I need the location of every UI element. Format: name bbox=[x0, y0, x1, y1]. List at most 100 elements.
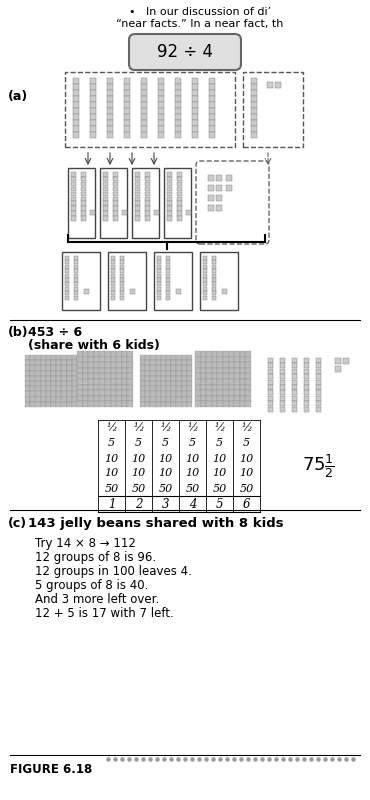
Bar bbox=[124, 114, 130, 119]
Bar bbox=[268, 385, 273, 390]
Bar bbox=[25, 381, 30, 386]
Bar bbox=[46, 391, 51, 397]
Bar bbox=[46, 402, 51, 407]
Bar bbox=[30, 360, 36, 366]
Bar bbox=[209, 90, 215, 95]
Text: 2: 2 bbox=[135, 498, 142, 510]
Bar bbox=[120, 291, 124, 295]
Bar bbox=[201, 402, 206, 407]
Bar bbox=[154, 210, 159, 215]
Bar bbox=[240, 351, 245, 357]
Bar bbox=[212, 362, 218, 368]
Bar bbox=[245, 357, 251, 362]
Text: ½: ½ bbox=[106, 423, 117, 433]
Bar bbox=[166, 296, 170, 300]
Bar bbox=[127, 362, 133, 368]
Bar bbox=[61, 381, 67, 386]
Bar bbox=[234, 374, 240, 379]
Text: 10: 10 bbox=[185, 469, 200, 478]
Bar bbox=[166, 282, 170, 286]
Bar bbox=[158, 114, 164, 119]
Text: 50: 50 bbox=[239, 483, 253, 494]
Bar bbox=[145, 381, 150, 386]
Bar bbox=[166, 397, 171, 402]
Bar bbox=[212, 368, 218, 374]
Bar bbox=[107, 84, 112, 90]
Bar bbox=[268, 390, 273, 395]
Bar bbox=[61, 355, 67, 360]
Bar bbox=[192, 114, 198, 119]
Bar bbox=[166, 376, 171, 381]
Bar bbox=[171, 366, 176, 370]
Bar bbox=[206, 402, 212, 407]
Bar bbox=[145, 211, 149, 216]
Bar bbox=[105, 390, 111, 396]
Bar bbox=[212, 396, 218, 402]
Bar bbox=[203, 256, 207, 260]
Bar bbox=[113, 186, 118, 191]
Bar bbox=[234, 362, 240, 368]
Bar bbox=[105, 385, 111, 390]
Bar bbox=[111, 291, 115, 295]
Bar bbox=[71, 197, 75, 201]
Bar bbox=[150, 391, 156, 397]
Bar bbox=[206, 385, 212, 390]
Bar bbox=[56, 397, 61, 402]
Bar bbox=[73, 102, 78, 107]
Bar bbox=[74, 286, 78, 291]
Bar bbox=[56, 370, 61, 376]
Text: 10: 10 bbox=[212, 454, 226, 463]
Bar bbox=[56, 360, 61, 366]
Bar bbox=[343, 358, 349, 364]
Bar bbox=[73, 90, 78, 95]
Bar bbox=[141, 96, 147, 102]
Bar bbox=[150, 386, 156, 391]
Bar bbox=[187, 366, 192, 370]
Bar bbox=[223, 385, 229, 390]
Bar bbox=[141, 84, 147, 90]
Bar bbox=[156, 355, 161, 360]
Bar bbox=[182, 370, 187, 376]
Bar bbox=[51, 355, 56, 360]
Bar bbox=[229, 357, 234, 362]
Bar bbox=[56, 376, 61, 381]
Bar bbox=[127, 385, 133, 390]
Bar bbox=[150, 360, 156, 366]
Bar bbox=[292, 380, 297, 385]
Bar bbox=[223, 374, 229, 379]
Bar bbox=[192, 102, 198, 107]
Bar bbox=[176, 289, 181, 294]
Bar bbox=[292, 363, 297, 368]
Bar bbox=[111, 265, 115, 269]
Bar bbox=[292, 406, 297, 411]
Bar bbox=[127, 379, 133, 385]
Bar bbox=[61, 366, 67, 370]
Bar bbox=[245, 374, 251, 379]
Bar bbox=[100, 168, 127, 238]
Bar bbox=[229, 374, 234, 379]
Bar bbox=[234, 402, 240, 407]
Bar bbox=[206, 390, 212, 396]
Bar bbox=[229, 362, 234, 368]
Bar bbox=[36, 381, 41, 386]
Bar bbox=[206, 379, 212, 385]
Bar bbox=[234, 368, 240, 374]
Bar bbox=[157, 256, 161, 260]
Bar bbox=[107, 126, 112, 131]
Bar bbox=[141, 132, 147, 138]
Bar bbox=[107, 78, 112, 83]
Bar bbox=[105, 362, 111, 368]
Bar bbox=[229, 379, 234, 385]
Bar bbox=[105, 379, 111, 385]
Bar bbox=[201, 396, 206, 402]
Text: (b): (b) bbox=[8, 326, 28, 339]
Text: FIGURE 6.18: FIGURE 6.18 bbox=[10, 763, 92, 776]
Bar bbox=[316, 390, 321, 395]
Bar bbox=[195, 390, 201, 396]
Bar bbox=[77, 374, 83, 379]
Bar bbox=[304, 358, 309, 363]
Bar bbox=[212, 296, 216, 300]
Bar bbox=[141, 114, 147, 119]
Bar bbox=[124, 120, 130, 126]
Bar bbox=[36, 376, 41, 381]
